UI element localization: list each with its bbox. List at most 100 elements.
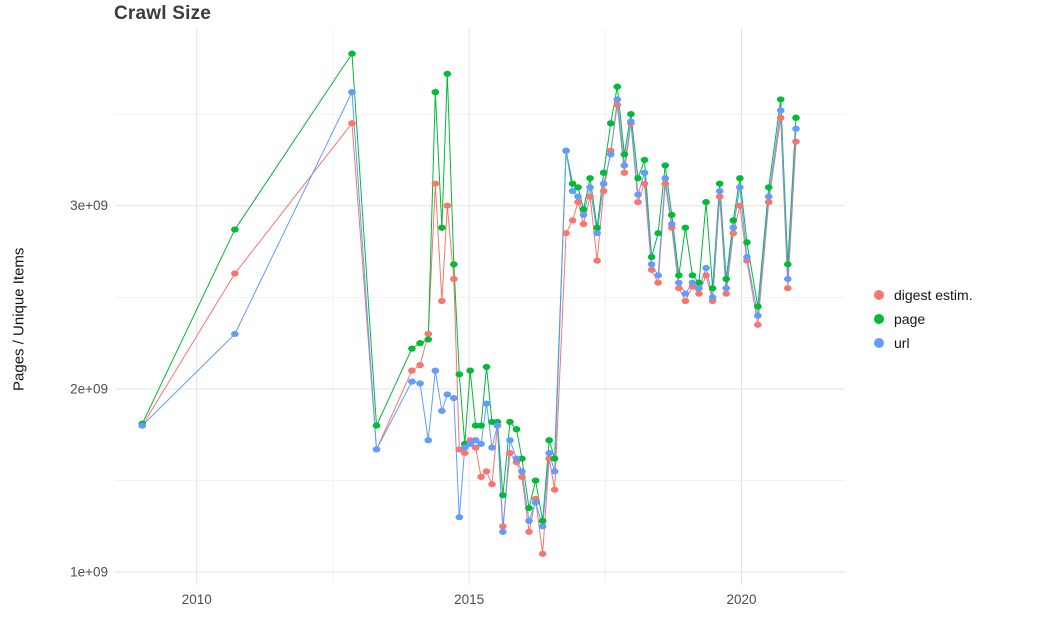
data-point	[754, 312, 762, 319]
data-point	[783, 275, 792, 283]
legend-label: url	[894, 335, 910, 351]
data-point	[586, 175, 594, 182]
data-point	[729, 224, 738, 231]
data-point	[431, 180, 440, 187]
data-point	[736, 184, 744, 191]
y-tick-label: 3e+09	[70, 198, 108, 213]
data-point	[348, 50, 356, 57]
data-point	[764, 184, 773, 191]
data-point	[348, 89, 356, 96]
data-point	[634, 175, 642, 182]
data-point	[518, 473, 526, 480]
x-tick-label: 2015	[454, 592, 484, 607]
data-point	[455, 371, 464, 378]
data-point	[640, 180, 649, 187]
data-point	[460, 444, 469, 451]
data-point	[450, 261, 458, 268]
data-point	[654, 230, 662, 237]
data-point	[408, 367, 416, 374]
data-point	[531, 499, 540, 506]
data-point	[792, 138, 800, 145]
data-point	[599, 169, 608, 176]
data-point	[424, 336, 433, 343]
data-point	[550, 486, 559, 493]
data-point	[488, 481, 496, 488]
data-point	[736, 202, 744, 209]
data-point	[477, 440, 485, 448]
data-point	[574, 193, 582, 200]
data-point	[550, 468, 559, 475]
data-point	[695, 285, 703, 292]
data-point	[499, 528, 507, 535]
data-point	[525, 517, 533, 524]
data-point	[736, 175, 744, 182]
data-point	[518, 455, 526, 462]
data-point	[531, 477, 540, 484]
data-point	[562, 230, 570, 237]
data-point	[667, 220, 676, 228]
data-point	[550, 455, 559, 462]
data-point	[754, 303, 762, 310]
data-point	[443, 391, 452, 398]
data-point	[545, 437, 553, 444]
data-point	[348, 120, 356, 127]
data-point	[525, 528, 533, 535]
y-axis-title: Pages / Unique Items	[10, 247, 28, 392]
data-point	[593, 230, 601, 237]
data-point	[518, 468, 526, 475]
data-point	[545, 455, 553, 462]
data-point	[729, 230, 738, 237]
data-point	[606, 151, 615, 158]
data-point	[545, 449, 553, 457]
data-point	[627, 118, 635, 125]
data-point	[586, 184, 594, 191]
data-point	[568, 217, 577, 224]
data-point	[599, 187, 608, 195]
data-point	[506, 437, 514, 444]
data-point	[471, 437, 480, 444]
legend-key-dot	[874, 338, 884, 348]
data-point	[729, 217, 738, 224]
data-point	[593, 257, 601, 264]
data-point	[477, 422, 485, 429]
data-point	[138, 422, 147, 429]
data-point	[538, 517, 547, 524]
series-points-page	[138, 50, 800, 524]
data-point	[634, 191, 642, 198]
data-point	[647, 266, 656, 273]
data-point	[499, 492, 507, 499]
data-point	[482, 363, 491, 371]
data-point	[538, 523, 547, 530]
data-point	[792, 114, 800, 121]
data-point	[661, 162, 670, 169]
data-point	[702, 264, 710, 272]
legend-label: digest estim.	[894, 287, 973, 303]
data-point	[675, 279, 683, 286]
data-point	[574, 184, 582, 191]
data-point	[715, 193, 724, 200]
data-point	[675, 285, 683, 292]
data-point	[488, 444, 496, 451]
data-point	[512, 426, 521, 433]
data-point	[579, 211, 588, 218]
data-point	[613, 83, 622, 90]
data-point	[438, 297, 446, 305]
legend-item-url: url	[874, 335, 973, 351]
data-point	[688, 272, 697, 279]
data-point	[416, 380, 424, 387]
legend-key-dot	[874, 290, 884, 300]
data-point	[764, 198, 773, 206]
data-point	[743, 253, 751, 261]
data-point	[574, 198, 582, 206]
data-point	[783, 285, 792, 292]
data-point	[372, 422, 381, 429]
data-point	[722, 275, 731, 283]
data-point	[647, 253, 656, 261]
data-point	[443, 70, 452, 77]
data-point	[443, 202, 452, 209]
data-point	[438, 224, 446, 231]
legend-item-digest-estim-: digest estim.	[874, 287, 973, 303]
data-point	[681, 224, 690, 231]
data-point	[708, 294, 717, 301]
